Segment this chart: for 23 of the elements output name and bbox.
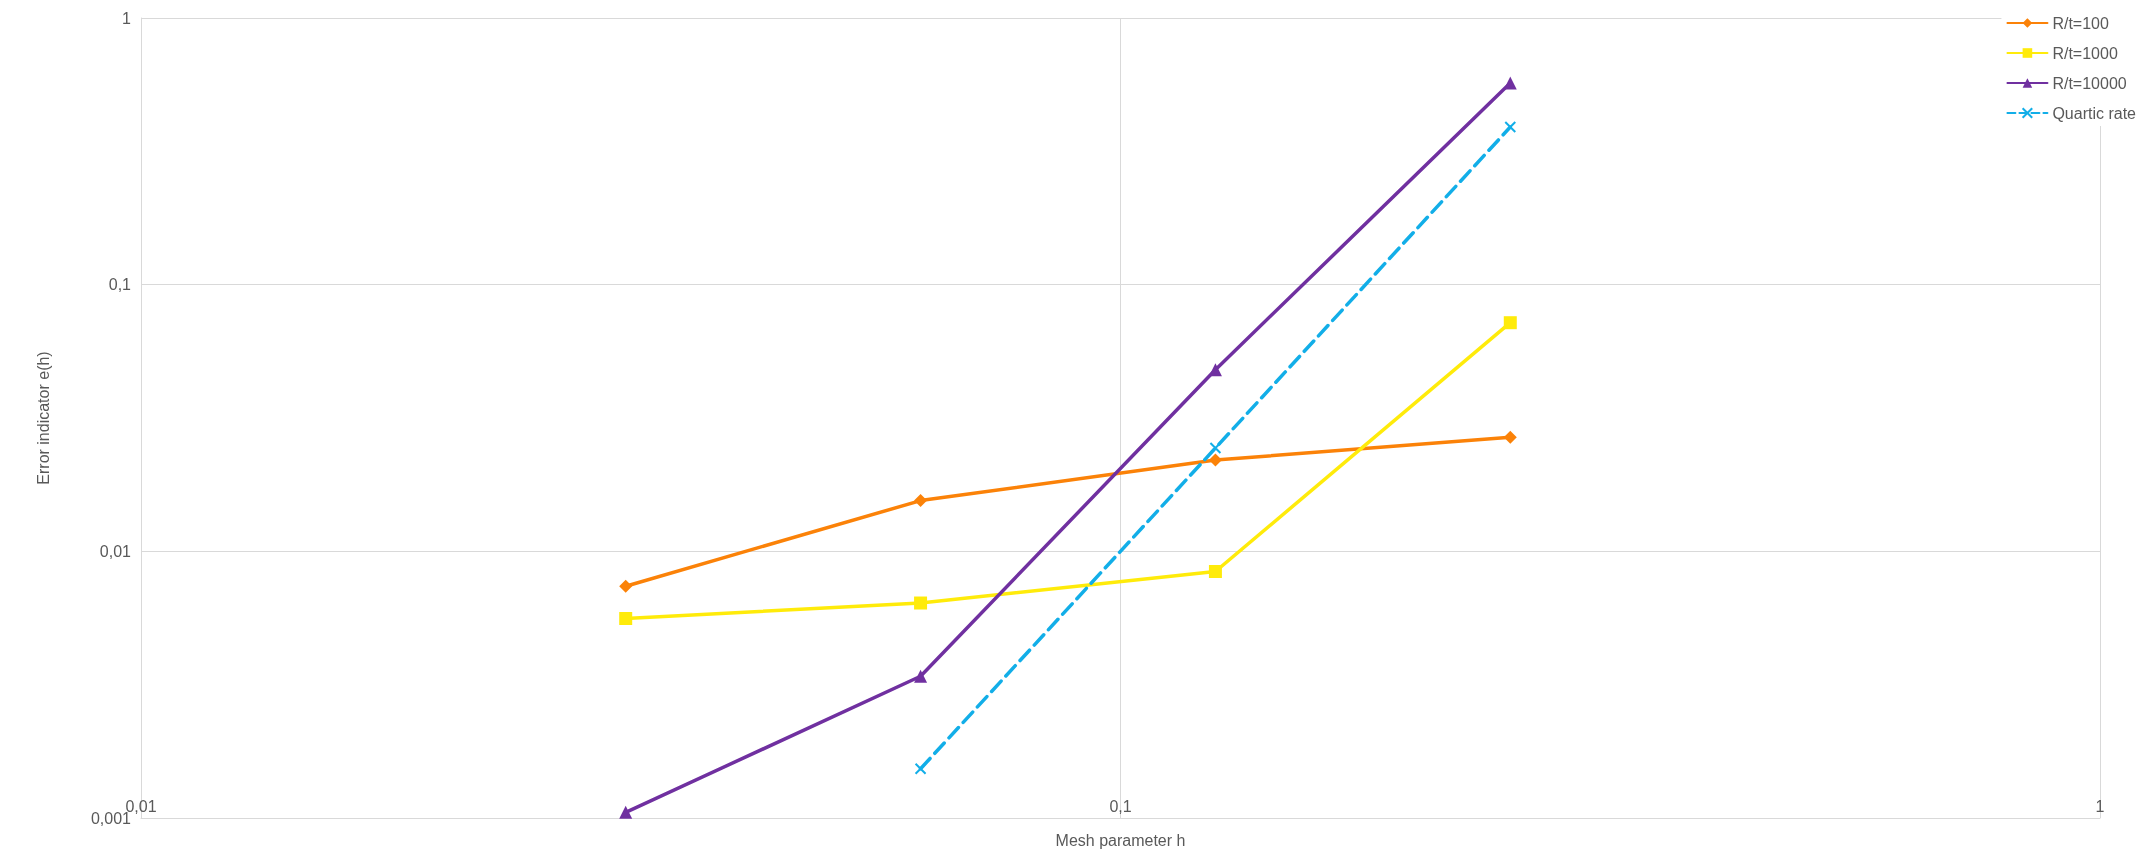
legend-label: R/t=100 <box>2052 14 2109 32</box>
point <box>914 494 928 508</box>
x-tick-label: 0,1 <box>1109 797 1132 815</box>
point <box>619 579 633 593</box>
legend-label: R/t=1000 <box>2052 44 2118 62</box>
point <box>1208 565 1222 579</box>
y-tick-label: 0,01 <box>99 542 132 560</box>
point <box>1503 316 1517 330</box>
point <box>1208 363 1222 377</box>
x-axis-title: Mesh parameter h <box>1055 831 1186 849</box>
point <box>1503 430 1517 444</box>
point <box>619 611 633 625</box>
legend-label: Quartic rate <box>2052 104 2137 122</box>
point <box>914 669 928 683</box>
x-tick-label: 1 <box>2095 797 2105 815</box>
y-tick-label: 0,1 <box>108 276 132 294</box>
point <box>1503 76 1517 90</box>
point <box>619 805 633 819</box>
legend-label: R/t=10000 <box>2052 74 2127 92</box>
point <box>1208 453 1222 467</box>
y-tick-label: 1 <box>122 9 132 27</box>
y-axis-title: Error indicator e(h) <box>34 351 52 485</box>
point <box>914 596 928 610</box>
